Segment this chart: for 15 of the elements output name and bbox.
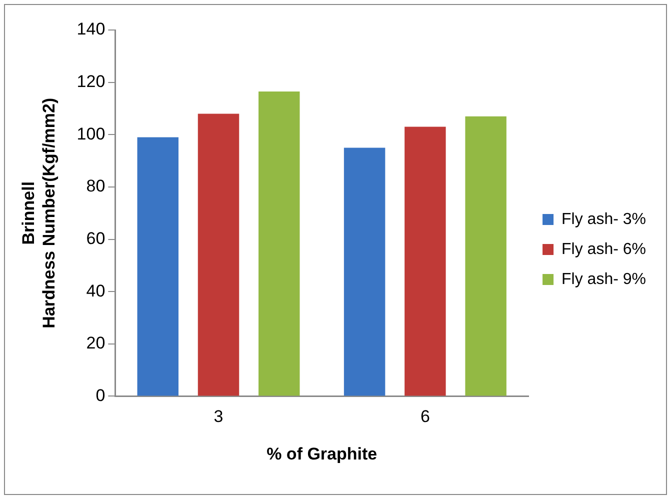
y-tick-label: 0 xyxy=(96,386,106,405)
legend-label: Fly ash- 9% xyxy=(562,270,646,288)
y-tick-label: 40 xyxy=(86,281,106,300)
y-tick-label: 60 xyxy=(86,228,106,248)
x-tick-label: 6 xyxy=(420,407,430,426)
y-tick-label: 120 xyxy=(76,72,106,91)
y-tick-label: 100 xyxy=(76,124,106,144)
x-tick-label: 3 xyxy=(214,407,224,426)
y-tick-label: 140 xyxy=(76,20,106,39)
legend-label: Fly ash- 3% xyxy=(562,210,646,228)
y-tick-label: 80 xyxy=(86,176,106,196)
y-axis-title: Brinnell Hardness Number(Kgf/mm2) xyxy=(18,98,58,328)
x-axis-title: % of Graphite xyxy=(266,444,378,464)
legend-label: Fly ash- 6% xyxy=(562,240,646,258)
y-tick-label: 20 xyxy=(86,334,106,353)
